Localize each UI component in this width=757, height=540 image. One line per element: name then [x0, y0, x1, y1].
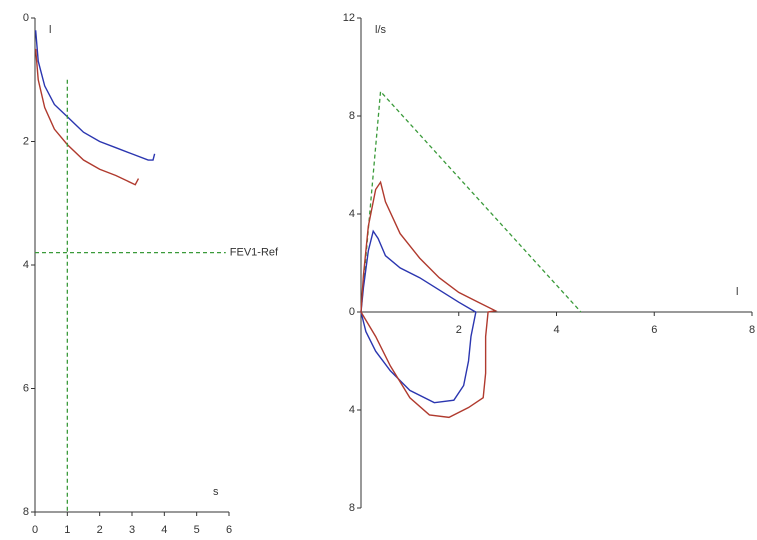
y-tick-label: 8	[349, 110, 355, 122]
x-axis-label: s	[213, 486, 219, 498]
series-line	[34, 48, 140, 186]
series-line	[34, 30, 156, 161]
y-tick-label: 0	[349, 306, 355, 318]
y-tick-label: 6	[23, 382, 29, 394]
line-label: FEV1-Ref	[230, 247, 279, 259]
x-tick-label: 8	[749, 324, 755, 336]
series-line	[360, 89, 582, 313]
x-tick-label: 4	[553, 324, 559, 336]
y-axis-label: l/s	[375, 24, 387, 36]
y-tick-label: 2	[23, 135, 29, 147]
x-tick-label: 2	[97, 524, 103, 536]
y-tick-label: 4	[23, 259, 29, 271]
x-tick-label: 2	[456, 324, 462, 336]
x-tick-label: 0	[32, 524, 38, 536]
x-tick-label: 1	[64, 524, 70, 536]
x-tick-label: 5	[194, 524, 200, 536]
y-tick-label: 12	[343, 12, 355, 24]
y-tick-label: 8	[23, 506, 29, 518]
y-tick-label: 4	[349, 208, 355, 220]
x-axis-label: l	[736, 286, 738, 298]
y-tick-label: 0	[23, 12, 29, 24]
series-line	[360, 180, 498, 419]
x-tick-label: 4	[161, 524, 167, 536]
x-tick-label: 3	[129, 524, 135, 536]
y-tick-label: 4	[349, 404, 355, 416]
x-tick-label: 6	[226, 524, 232, 536]
y-axis-label: l	[49, 24, 51, 36]
y-tick-label: 8	[349, 502, 355, 514]
x-tick-label: 6	[651, 324, 657, 336]
